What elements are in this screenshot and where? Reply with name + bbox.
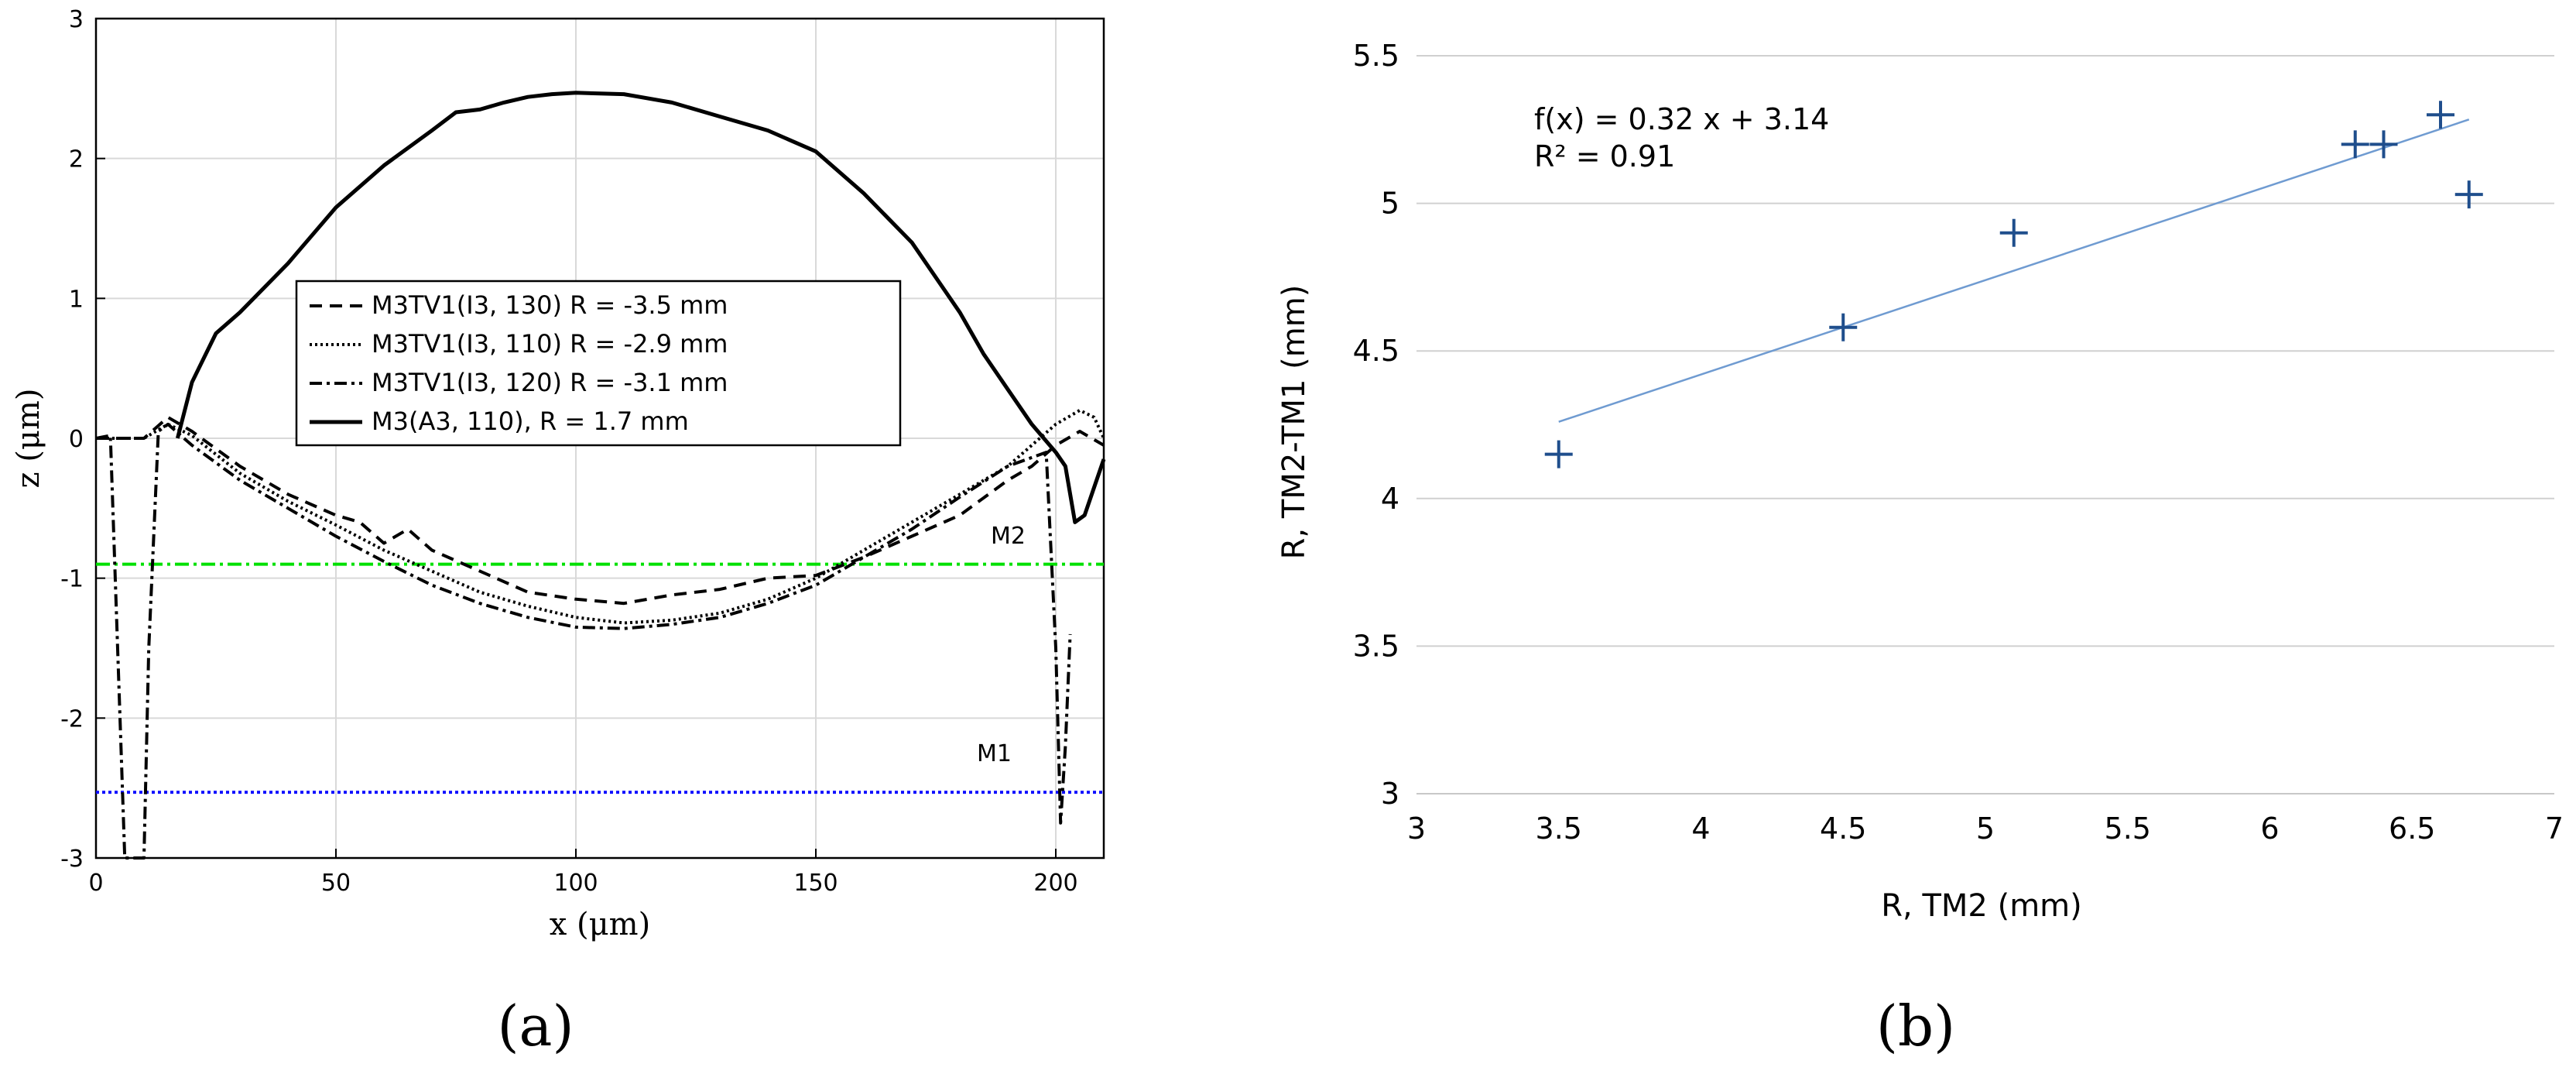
panel-b-trendline: [1558, 118, 2470, 423]
panel-b-y-tick-label: 4: [1381, 482, 1399, 516]
legend-entry-1: M3TV1(I3, 130) R = -3.5 mm: [372, 290, 728, 320]
panel-a-reference-lines: [96, 562, 1104, 794]
panel-b-y-tick-label: 3.5: [1353, 629, 1399, 663]
series-solid-a3: [175, 91, 1106, 524]
panel-b-x-tick-label: 5.5: [2105, 812, 2151, 846]
panel-b-x-tick-label: 3: [1407, 812, 1426, 846]
panel-a-y-tick-label: 0: [69, 426, 84, 453]
panel-b-data-points: [1544, 101, 2483, 468]
series-dashed-130: [96, 415, 1105, 606]
panel-b-x-tick-label: 4: [1691, 812, 1710, 846]
panel-a-legend: M3TV1(I3, 130) R = -3.5 mm M3TV1(I3, 110…: [295, 280, 902, 447]
panel-a-x-axis-label: x (μm): [550, 907, 650, 942]
m1-label: M1: [977, 740, 1012, 767]
legend-entry-3: M3TV1(I3, 120) R = -3.1 mm: [372, 368, 728, 397]
legend-entry-4: M3(A3, 110), R = 1.7 mm: [372, 407, 689, 436]
data-point: [2369, 130, 2398, 159]
data-point: [2454, 180, 2483, 209]
panel-b-x-tick-label: 4.5: [1820, 812, 1866, 846]
trendline-equation: f(x) = 0.32 x + 3.14: [1534, 102, 1829, 136]
panel-a-series: [95, 91, 1106, 860]
panel-b-y-tick-label: 5.5: [1353, 39, 1399, 73]
panel-b-gridlines: [1416, 55, 2554, 794]
panel-a-x-tick-label: 150: [793, 870, 838, 897]
trendline-r-squared: R² = 0.91: [1534, 139, 1675, 173]
series-dashdot-120: [95, 422, 1072, 860]
legend-box: [295, 280, 902, 447]
panel-b-y-tick-label: 5: [1381, 187, 1399, 221]
panel-a-x-tick-label: 0: [88, 870, 103, 897]
panel-b-x-tick-labels: 3 3.5 4 4.5 5 5.5 6 6.5 7: [1407, 812, 2564, 846]
panel-a-x-tick-label: 100: [553, 870, 598, 897]
panel-a-x-tick-labels: 0 50 100 150 200: [88, 870, 1077, 897]
panel-b-x-axis-label: R, TM2 (mm): [1881, 888, 2081, 924]
panel-b-y-axis-label: R, TM2-TM1 (mm): [1276, 285, 1312, 560]
panel-a-x-tick-label: 50: [321, 870, 351, 897]
panel-b-x-tick-label: 6.5: [2389, 812, 2435, 846]
panel-a-y-tick-label: -1: [60, 566, 84, 593]
panel-b-scatter-chart: 3 3.5 4 4.5 5 5.5 6 6.5 7 5.5 5 4.5 4 3.5 3 f(x) = 0.…: [1276, 39, 2564, 1059]
panel-b-y-tick-labels: 5.5 5 4.5 4 3.5 3: [1353, 39, 1399, 811]
panel-b-y-tick-label: 4.5: [1353, 334, 1399, 368]
panel-a-y-tick-label: 1: [69, 286, 84, 313]
panel-b-x-tick-label: 3.5: [1536, 812, 1582, 846]
panel-b-x-tick-label: 6: [2260, 812, 2279, 846]
panel-a-line-chart: 0 50 100 150 200 3 2 1 0 -1 -2 -3 M2 M1 x (μm) z (…: [11, 6, 1106, 1059]
trendline: [1558, 118, 2470, 423]
panel-a-y-tick-label: -2: [60, 705, 84, 733]
data-point: [1999, 218, 2028, 247]
panel-b-caption: (b): [1876, 993, 1955, 1059]
legend-entry-2: M3TV1(I3, 110) R = -2.9 mm: [372, 329, 728, 359]
series-dotted-110: [96, 408, 1105, 625]
panel-a-y-axis-label: z (μm): [11, 389, 46, 489]
panel-b-x-tick-label: 5: [1976, 812, 1995, 846]
panel-a-y-tick-label: -3: [60, 846, 84, 873]
data-point: [1829, 313, 1858, 341]
panel-a-caption: (a): [497, 993, 574, 1059]
data-point: [2341, 130, 2369, 159]
data-point: [2427, 101, 2454, 129]
panel-b-y-tick-label: 3: [1381, 777, 1399, 811]
panel-a-y-tick-label: 3: [69, 6, 84, 33]
panel-a-x-tick-label: 200: [1033, 870, 1077, 897]
panel-a-y-tick-labels: 3 2 1 0 -1 -2 -3: [60, 6, 84, 873]
panel-b-x-tick-label: 7: [2545, 812, 2564, 846]
panel-a-y-tick-label: 2: [69, 146, 84, 173]
data-point: [1544, 440, 1573, 468]
m2-label: M2: [991, 523, 1026, 550]
